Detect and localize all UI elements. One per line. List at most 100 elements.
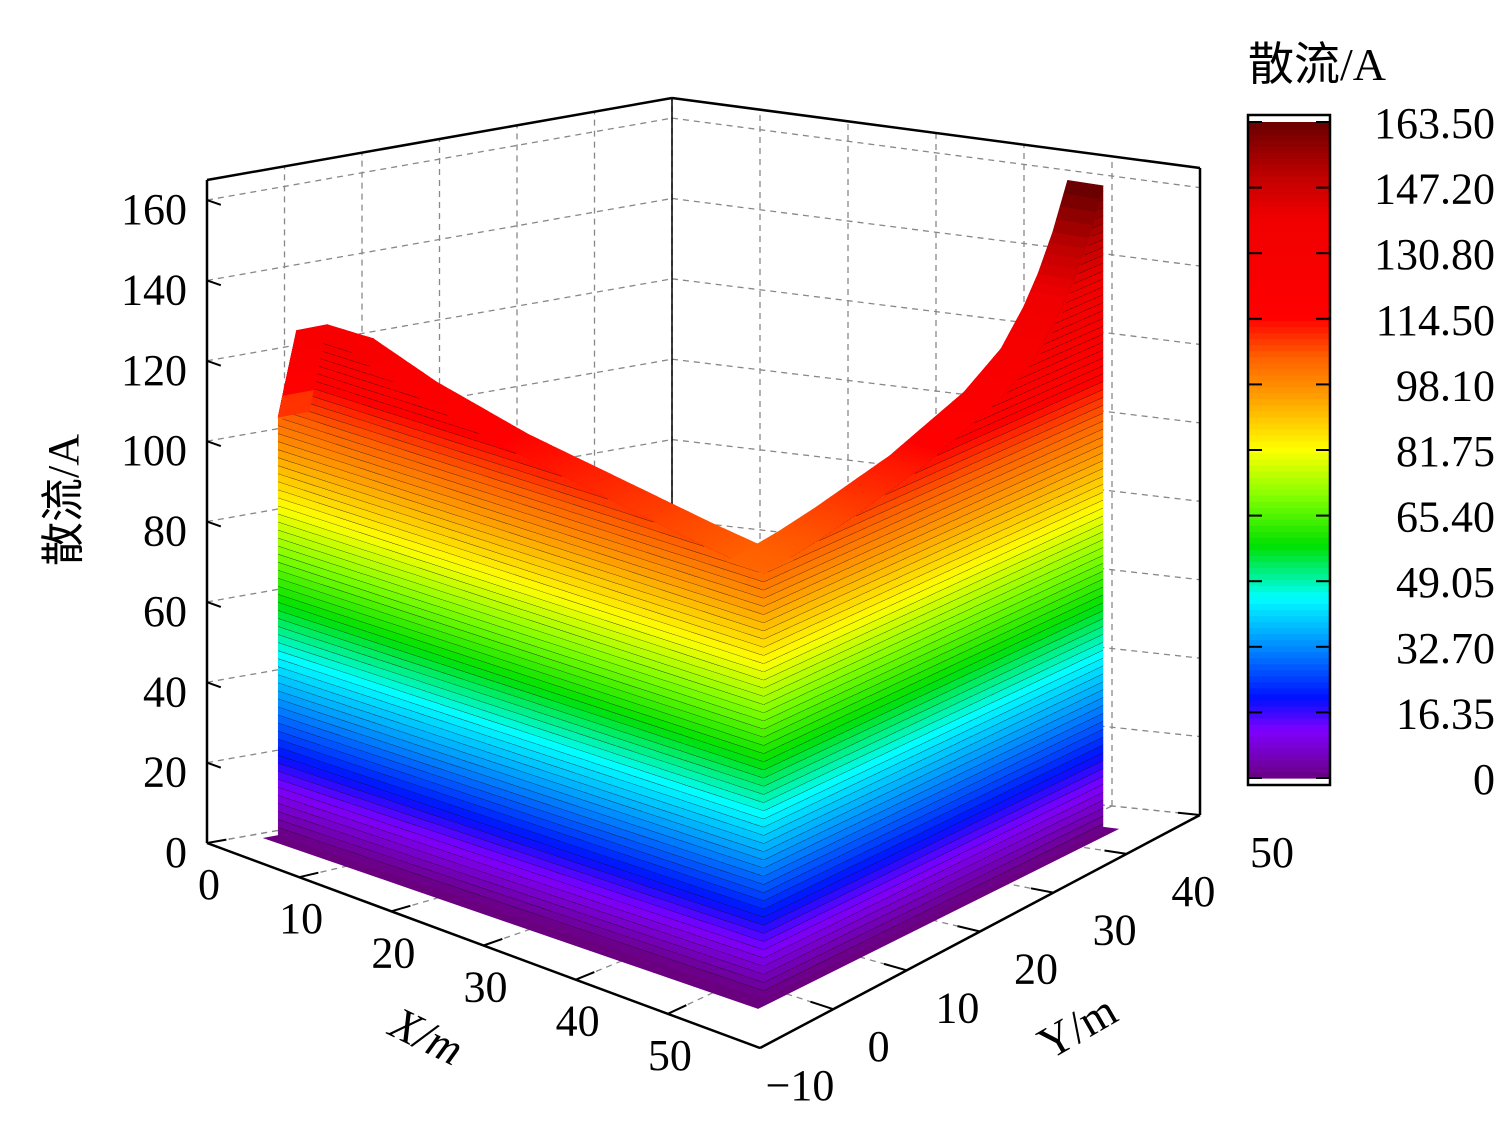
colorbar-band [1249,332,1329,340]
colorbar-band [1249,549,1329,556]
colorbar-band [1249,254,1329,262]
colorbar-band [1249,621,1329,629]
colorbar-band [1249,380,1329,388]
colorbar-band [1249,422,1329,430]
z-tick-label: 20 [143,748,187,797]
y-tick-label: 40 [1171,867,1215,916]
colorbar-band [1249,326,1329,334]
colorbar-band [1249,657,1329,665]
colorbar-band [1249,615,1329,623]
colorbar-band [1249,591,1329,599]
colorbar-band [1249,362,1329,370]
colorbar-band [1249,122,1329,129]
z-tick [206,842,222,850]
grid-line [206,278,673,362]
colorbar-band [1249,140,1329,147]
colorbar-band [1249,284,1329,292]
colorbar-band [1249,699,1329,707]
y-tick-label: 0 [868,1022,890,1071]
y-tick-label: −10 [766,1061,835,1110]
box-edge [671,96,1201,170]
colorbar-tick-label: 81.75 [1396,427,1495,476]
colorbar-band [1249,344,1329,352]
x-tick [298,871,319,879]
colorbar-band [1249,164,1329,171]
colorbar-band [1249,236,1329,243]
colorbar-band [1249,158,1329,165]
colorbar-band [1249,477,1329,484]
y-tick [736,1038,761,1049]
colorbar-band [1249,128,1329,135]
colorbar-tick-label: 16.35 [1396,689,1495,738]
colorbar-band [1249,633,1329,641]
colorbar-band [1249,639,1329,647]
x-tick [667,1004,687,1015]
colorbar-band [1249,753,1329,761]
colorbar-band [1249,446,1329,454]
colorbar-band [1249,200,1329,207]
colorbar-ticks: 163.50 147.20 130.80 114.50 98.10 81.75 65.40 4… [1248,99,1495,804]
colorbar-band [1249,194,1329,201]
colorbar-band [1249,290,1329,298]
colorbar-band [1249,230,1329,237]
colorbar-band [1249,711,1329,719]
y-tick-label: 50 [1250,828,1294,877]
colorbar-band [1249,603,1329,611]
colorbar-band [1249,374,1329,382]
colorbar-band [1249,218,1329,225]
z-tick [206,520,222,528]
colorbar-bands [1249,122,1329,779]
x-tick-label: 0 [198,860,220,909]
colorbar-band [1249,471,1329,478]
colorbar-band [1249,296,1329,304]
colorbar-band [1249,735,1329,743]
z-axis-label: 散流/A [39,434,88,566]
x-tick [575,971,595,981]
colorbar-band [1249,747,1329,755]
z-tick-label: 120 [121,346,187,395]
colorbar-band [1249,398,1329,406]
colorbar-band [1249,555,1329,562]
y-tick-label: 10 [935,983,979,1032]
colorbar-band [1249,489,1329,496]
colorbar-band [1249,428,1329,436]
colorbar-band [1249,717,1329,725]
colorbar-band [1249,260,1329,268]
colorbar-band [1249,308,1329,316]
colorbar-tick-label: 147.20 [1374,165,1495,214]
colorbar-band [1249,771,1329,779]
colorbar-tick-label: 32.70 [1396,624,1495,673]
x-axis-label: X/m [381,996,472,1075]
colorbar-band [1249,368,1329,376]
colorbar-band [1249,573,1329,580]
colorbar-band [1249,651,1329,659]
colorbar-band [1249,585,1329,593]
z-tick [206,681,222,689]
z-tick [206,761,222,769]
z-tick [206,199,222,206]
z-tick-label: 40 [143,667,187,716]
colorbar-band [1249,537,1329,544]
x-tick-label: 40 [556,997,600,1046]
colorbar-tick-label: 49.05 [1396,558,1495,607]
colorbar-band [1249,597,1329,605]
colorbar-band [1249,465,1329,472]
box-edge [206,96,673,182]
y-tick [1030,887,1054,894]
colorbar-band [1249,543,1329,550]
colorbar-band [1249,765,1329,773]
colorbar-band [1249,579,1329,587]
colorbar-band [1249,495,1329,502]
colorbar-band [1249,206,1329,213]
colorbar-band [1249,146,1329,153]
colorbar-band [1249,645,1329,653]
colorbar-band [1249,212,1329,219]
colorbar-band [1249,356,1329,364]
colorbar-band [1249,453,1329,460]
y-tick [957,925,981,933]
colorbar-band [1249,669,1329,677]
colorbar-band [1249,675,1329,683]
colorbar-tick-label: 114.50 [1376,296,1495,345]
colorbar-band [1249,134,1329,141]
colorbar-band [1249,350,1329,358]
